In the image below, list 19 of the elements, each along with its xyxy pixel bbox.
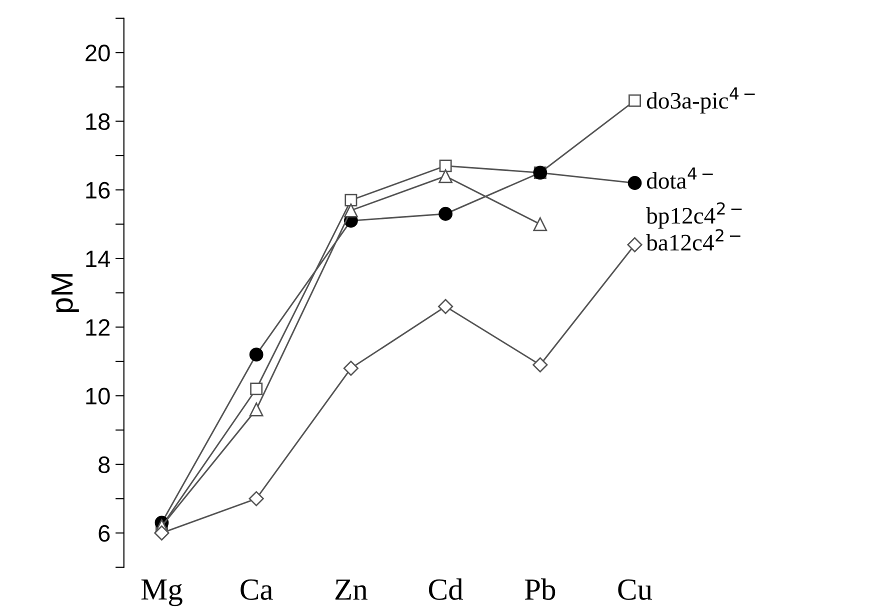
text: bp12c4$^{2−}$ <box>646 202 742 229</box>
y-tick-label: 10 <box>86 388 110 405</box>
x-tick-label: Cd <box>428 578 464 600</box>
series-label: do3a-pic$^{4−}$ <box>646 87 755 114</box>
y-tick-label: 12 <box>86 319 110 336</box>
y-tick-label: 8 <box>98 456 110 474</box>
x-tick-label: Zn <box>335 580 368 600</box>
x-tick-label: Ca <box>240 579 273 600</box>
x-tick-label: Mg <box>141 580 182 606</box>
series-label: ba12c4$^{2−}$ <box>646 229 740 251</box>
y-tick-label: 18 <box>86 113 110 130</box>
series-label: dota$^{4−}$ <box>646 167 713 189</box>
y-axis-title: pM <box>52 274 79 312</box>
x-tick-label: Cu <box>618 579 652 600</box>
y-tick-label: 6 <box>98 525 110 542</box>
x-tick-label: Pb <box>524 578 556 600</box>
y-tick-label: 16 <box>86 182 110 199</box>
y-tick-label: 14 <box>86 250 110 268</box>
y-tick-label: 20 <box>86 44 110 62</box>
